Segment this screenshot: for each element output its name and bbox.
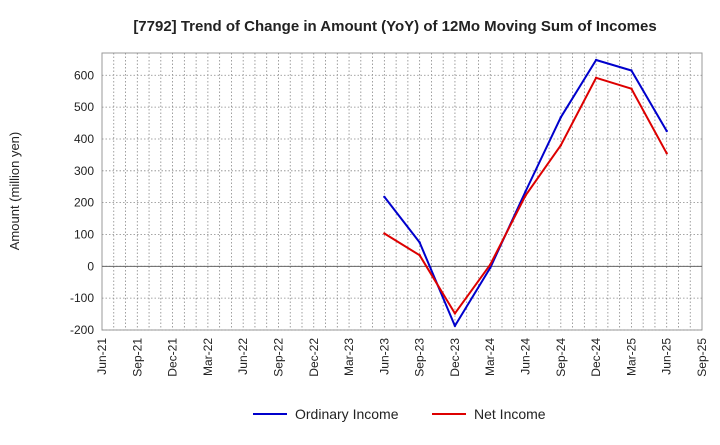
data-point xyxy=(559,144,563,147)
data-point xyxy=(630,87,633,90)
x-tick-label: Jun-23 xyxy=(377,338,391,375)
x-tick-label: Sep-25 xyxy=(695,338,709,377)
x-tick-label: Mar-25 xyxy=(624,338,638,376)
y-tick-label: 600 xyxy=(74,68,94,82)
data-point xyxy=(594,76,598,80)
y-tick-label: 500 xyxy=(74,100,94,114)
y-tick-label: 400 xyxy=(74,132,94,146)
chart-title: [7792] Trend of Change in Amount (YoY) o… xyxy=(133,18,656,35)
y-tick-label: -100 xyxy=(70,291,94,305)
data-point xyxy=(524,190,527,193)
data-point xyxy=(665,152,668,155)
data-point xyxy=(489,266,492,270)
data-point xyxy=(524,194,527,197)
x-tick-label: Dec-21 xyxy=(166,338,180,377)
grid-layer xyxy=(101,52,703,331)
x-tick-label: Mar-23 xyxy=(342,338,356,376)
x-tick-label: Dec-22 xyxy=(307,338,321,377)
y-tick-label: 0 xyxy=(87,259,94,273)
data-point xyxy=(453,324,457,328)
data-point xyxy=(383,232,386,235)
y-axis-label: Amount (million yen) xyxy=(7,132,22,251)
legend-label: Net Income xyxy=(474,406,546,422)
data-point xyxy=(630,69,633,72)
series-layer xyxy=(383,58,668,328)
x-tick-label: Jun-21 xyxy=(95,338,109,375)
x-tick-label: Sep-24 xyxy=(554,338,568,377)
x-tick-label: Jun-25 xyxy=(660,338,674,375)
data-point xyxy=(665,129,668,133)
data-point xyxy=(383,195,386,199)
x-tick-label: Jun-24 xyxy=(519,338,533,375)
plot-frame xyxy=(101,52,703,331)
data-point xyxy=(559,116,563,119)
data-point xyxy=(418,241,421,244)
axis-layer: -200 -100 0 100 200 300 400 500 600 Jun-21 Sep-21 D… xyxy=(70,68,709,376)
x-tick-label: Sep-23 xyxy=(413,338,427,377)
y-tick-label: 100 xyxy=(74,227,94,241)
y-tick-label: -200 xyxy=(70,323,94,337)
x-tick-label: Sep-22 xyxy=(271,338,285,377)
x-tick-label: Dec-23 xyxy=(448,338,462,377)
legend-label: Ordinary Income xyxy=(295,406,399,422)
y-tick-label: 300 xyxy=(74,164,94,178)
x-tick-label: Jun-22 xyxy=(236,338,250,375)
y-tick-label: 200 xyxy=(74,196,94,210)
data-point xyxy=(453,312,457,315)
data-point xyxy=(594,58,598,62)
x-tick-label: Mar-22 xyxy=(201,338,215,376)
x-tick-label: Sep-21 xyxy=(130,338,144,377)
x-tick-label: Dec-24 xyxy=(589,338,603,377)
x-tick-label: Mar-24 xyxy=(483,338,497,376)
data-point xyxy=(418,253,421,257)
data-point xyxy=(489,263,492,266)
legend: Ordinary Income Net Income xyxy=(253,406,546,422)
